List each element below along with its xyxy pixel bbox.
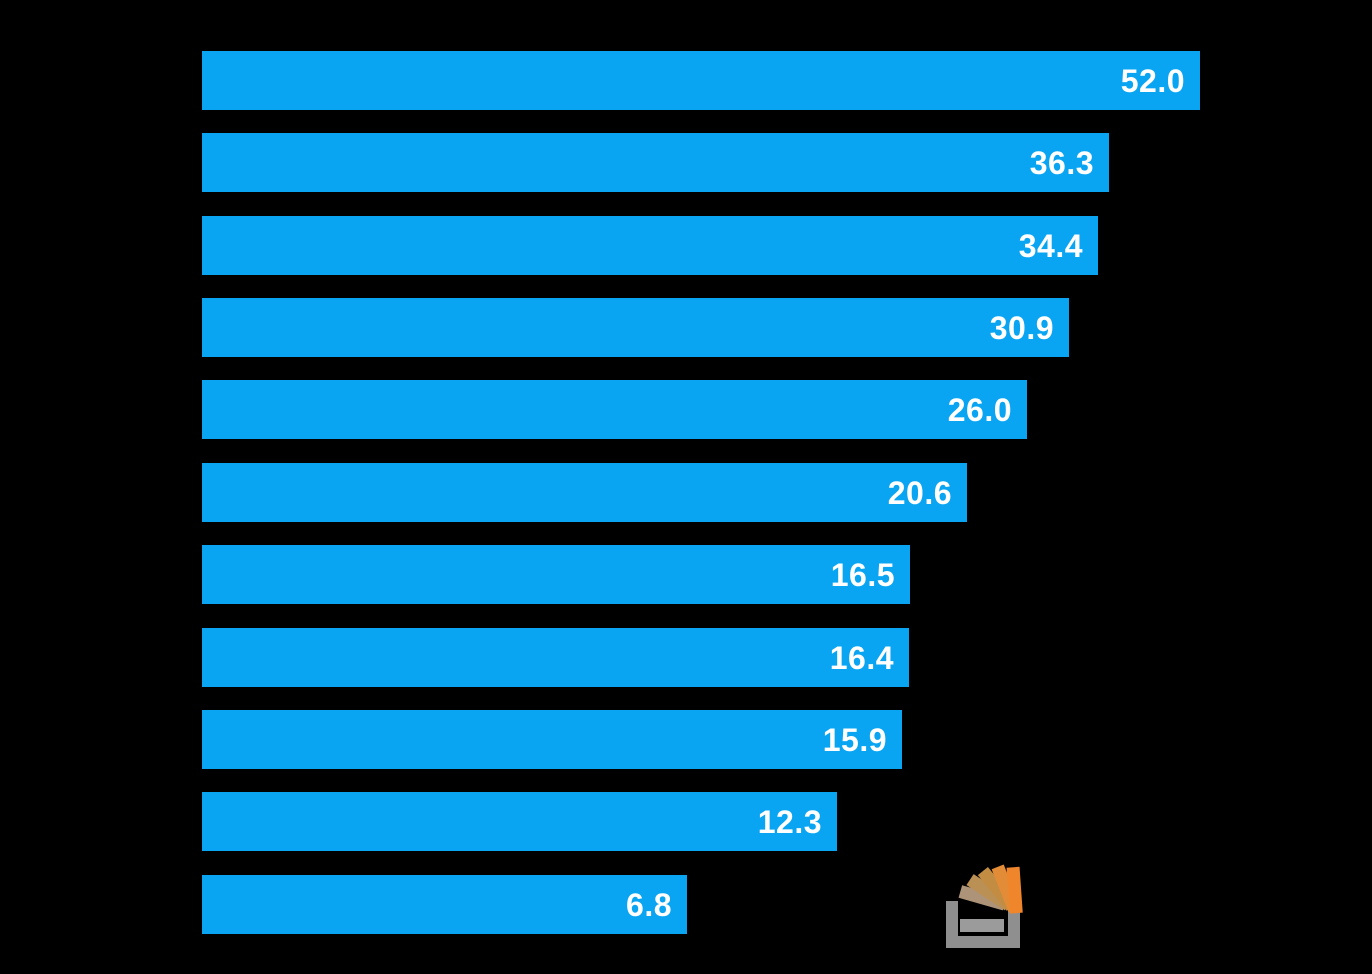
bar: 15.9	[202, 710, 902, 769]
bar-value-label: 15.9	[822, 721, 887, 758]
bar: 20.6	[202, 463, 967, 522]
logo-fan-bar	[958, 885, 1007, 911]
bar-value-label: 26.0	[947, 391, 1012, 428]
logo-tray	[946, 901, 1020, 948]
bar-value-label: 16.5	[830, 556, 895, 593]
bar-value-label: 30.9	[989, 309, 1054, 346]
bar: 34.4	[202, 216, 1098, 275]
bar-value-label: 6.8	[626, 886, 672, 923]
bar-value-label: 34.4	[1018, 227, 1083, 264]
bar: 16.5	[202, 545, 910, 604]
bar: 16.4	[202, 628, 909, 687]
logo-fan-bar	[1006, 866, 1023, 914]
bar: 36.3	[202, 133, 1109, 192]
logo-bar	[960, 919, 1004, 932]
bar: 6.8	[202, 875, 687, 934]
stack-overflow-logo-icon	[946, 864, 1023, 948]
bar: 12.3	[202, 792, 837, 851]
bar: 26.0	[202, 380, 1027, 439]
bar-value-label: 52.0	[1120, 62, 1185, 99]
bar-value-label: 12.3	[757, 803, 822, 840]
bar: 30.9	[202, 298, 1069, 357]
bar-value-label: 20.6	[887, 474, 952, 511]
bar: 52.0	[202, 51, 1200, 110]
bar-value-label: 16.4	[829, 639, 894, 676]
bar-value-label: 36.3	[1029, 144, 1094, 181]
